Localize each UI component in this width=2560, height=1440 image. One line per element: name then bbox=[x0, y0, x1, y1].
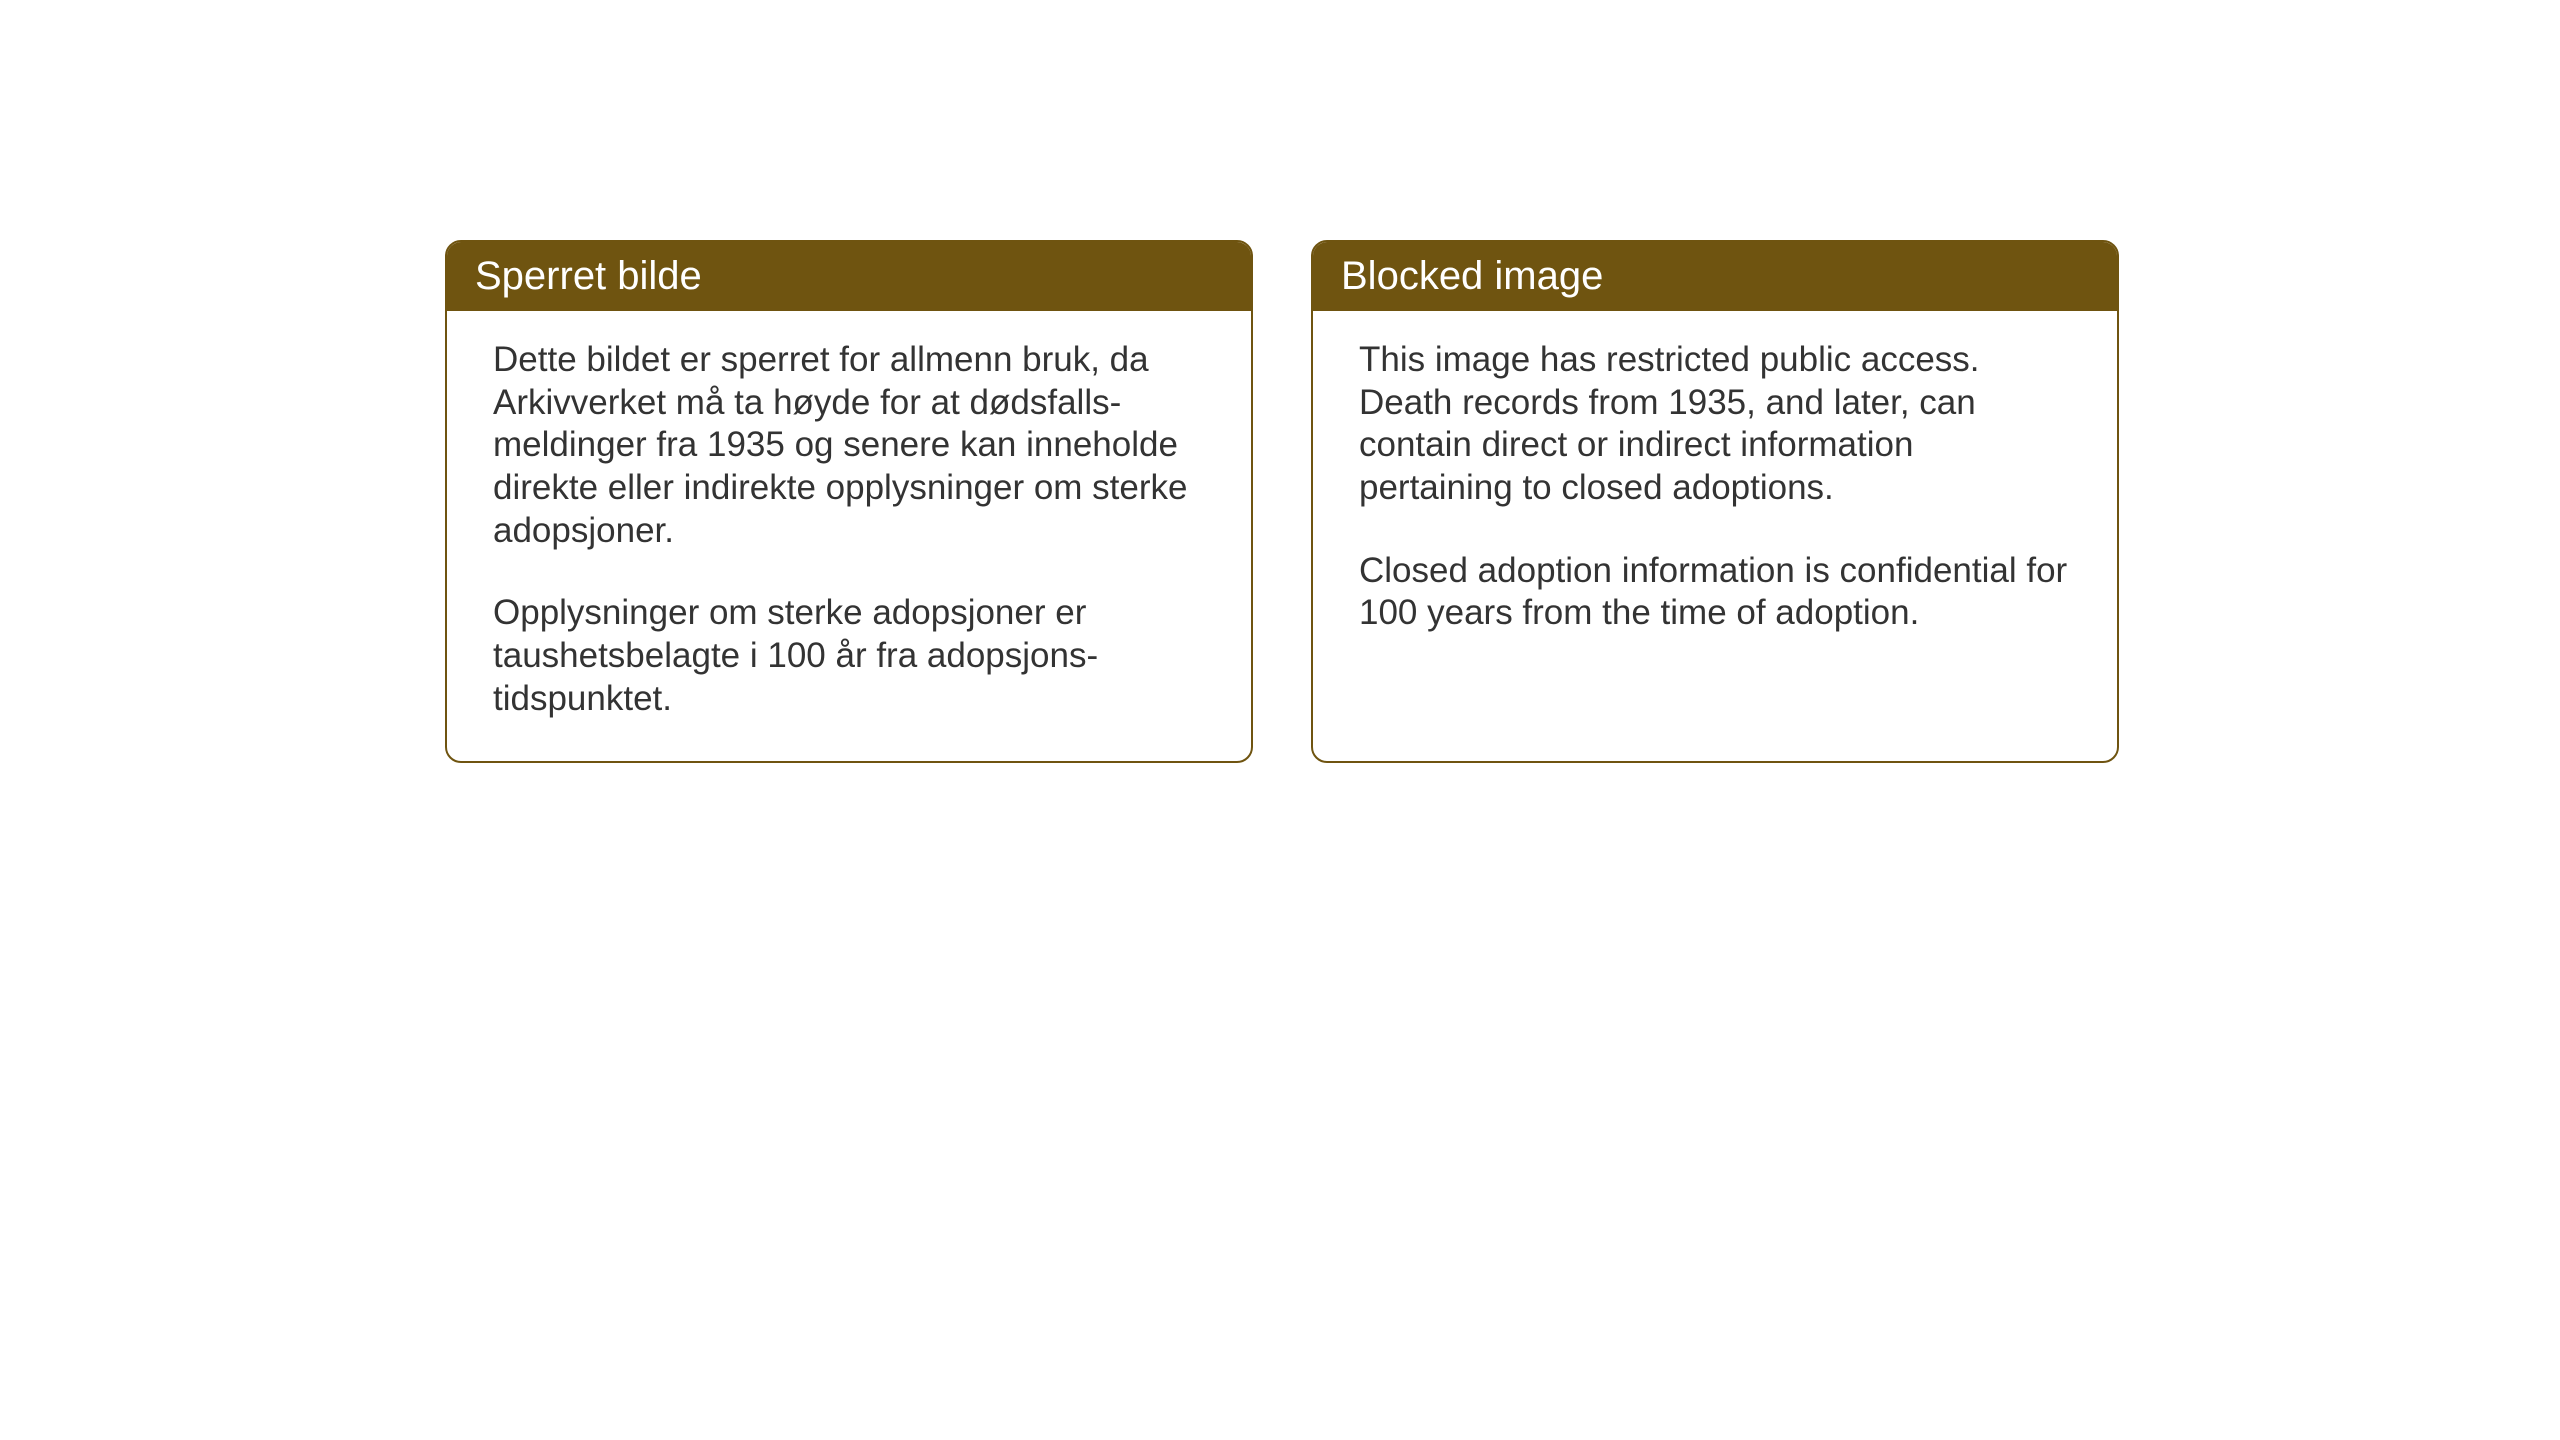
paragraph-1-english: This image has restricted public access.… bbox=[1359, 339, 2071, 510]
paragraph-2-norwegian: Opplysninger om sterke adopsjoner er tau… bbox=[493, 592, 1205, 720]
card-body-english: This image has restricted public access.… bbox=[1313, 311, 2117, 675]
cards-container: Sperret bilde Dette bildet er sperret fo… bbox=[445, 240, 2119, 763]
card-english: Blocked image This image has restricted … bbox=[1311, 240, 2119, 763]
paragraph-2-english: Closed adoption information is confident… bbox=[1359, 550, 2071, 635]
card-body-norwegian: Dette bildet er sperret for allmenn bruk… bbox=[447, 311, 1251, 761]
paragraph-1-norwegian: Dette bildet er sperret for allmenn bruk… bbox=[493, 339, 1205, 552]
card-title-norwegian: Sperret bilde bbox=[475, 254, 702, 298]
card-norwegian: Sperret bilde Dette bildet er sperret fo… bbox=[445, 240, 1253, 763]
card-header-norwegian: Sperret bilde bbox=[447, 242, 1251, 311]
card-header-english: Blocked image bbox=[1313, 242, 2117, 311]
card-title-english: Blocked image bbox=[1341, 254, 1603, 298]
